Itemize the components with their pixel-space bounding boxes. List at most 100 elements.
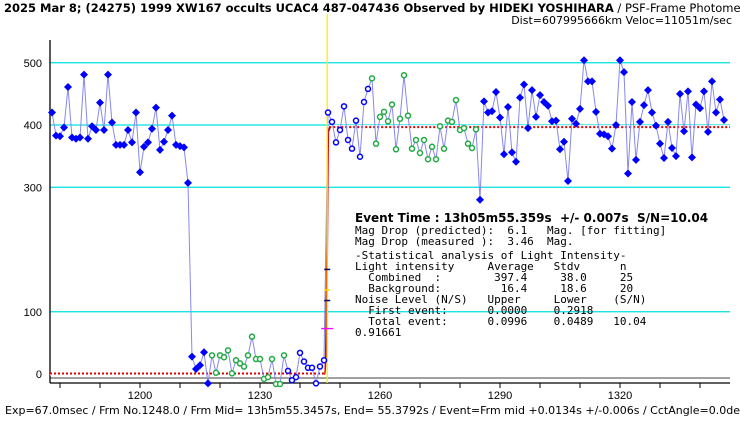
data-point <box>420 136 428 144</box>
stats-line: -Statistical analysis of Light Intensity… <box>355 249 627 262</box>
stats-line: Background: 16.4 18.6 20 <box>355 282 634 295</box>
data-point <box>224 347 232 354</box>
stats-line: Combined : 397.4 38.0 25 <box>355 271 634 284</box>
data-point <box>656 139 664 148</box>
data-point <box>212 369 220 377</box>
data-point <box>508 148 516 157</box>
data-point <box>164 125 172 134</box>
data-point <box>440 145 448 152</box>
data-point <box>348 145 356 152</box>
data-point <box>384 118 392 125</box>
data-point <box>204 379 212 388</box>
data-point <box>332 139 340 146</box>
data-point <box>328 118 336 126</box>
data-point <box>688 153 696 162</box>
data-point <box>700 87 708 96</box>
x-tick-label: 1260 <box>368 390 392 402</box>
data-point <box>624 169 632 178</box>
data-point <box>696 104 704 113</box>
data-point <box>612 121 620 129</box>
data-point <box>244 352 252 359</box>
data-point <box>292 373 300 381</box>
data-point <box>684 87 692 96</box>
data-point <box>396 115 404 123</box>
data-point <box>84 134 92 143</box>
data-point <box>496 113 504 122</box>
data-point <box>128 138 136 147</box>
title-rest: / PSF-Frame Photometry / <box>617 1 740 15</box>
data-point <box>228 370 236 377</box>
data-point <box>572 119 580 128</box>
data-point <box>432 155 440 163</box>
data-point <box>660 153 668 162</box>
data-point <box>368 75 376 82</box>
data-point <box>464 140 472 147</box>
data-point <box>64 83 72 92</box>
data-point <box>708 77 716 86</box>
data-point <box>104 70 112 79</box>
y-tick-label: 400 <box>24 120 42 132</box>
data-point <box>96 98 104 107</box>
data-point <box>264 373 272 381</box>
data-point <box>236 360 244 367</box>
data-point <box>608 144 616 153</box>
data-point <box>392 146 400 153</box>
data-point <box>412 136 420 144</box>
data-point <box>148 124 156 133</box>
data-point <box>284 367 292 375</box>
data-point <box>196 361 204 370</box>
chart-subtitle: Dist=607995666km Veloc=11051m/sec <box>511 14 732 27</box>
data-point <box>560 137 568 146</box>
data-point <box>48 108 56 117</box>
data-point <box>308 364 316 372</box>
y-tick-label: 100 <box>24 307 42 319</box>
data-point <box>652 121 660 130</box>
data-point <box>136 168 144 177</box>
footer-info: Exp=67.0msec / Frm No.1248.0 / Frm Mid= … <box>5 404 740 417</box>
data-point <box>564 177 572 186</box>
data-point <box>568 114 576 123</box>
data-point <box>648 108 656 117</box>
data-point <box>524 124 532 133</box>
data-point <box>184 178 192 187</box>
data-point <box>124 125 132 134</box>
data-point <box>256 355 264 363</box>
data-point <box>240 363 248 370</box>
event-time: Event Time : 13h05m55.359s +/- 0.007s S/… <box>355 211 709 225</box>
y-tick-label: 0 <box>36 369 42 381</box>
data-point <box>268 355 276 363</box>
data-point <box>140 142 148 151</box>
data-point <box>416 149 424 157</box>
x-tick-label: 1290 <box>488 390 512 402</box>
data-point <box>512 157 520 166</box>
data-points <box>48 56 728 388</box>
data-point <box>556 145 564 154</box>
data-point <box>712 108 720 117</box>
data-point <box>704 127 712 136</box>
data-point <box>108 118 116 127</box>
data-point <box>576 104 584 113</box>
stats-line: Mag Drop (predicted): 6.1 Mag. [for fitt… <box>355 224 667 237</box>
data-point <box>452 96 460 104</box>
data-point <box>516 93 524 102</box>
data-point <box>488 107 496 116</box>
data-point <box>500 150 508 159</box>
data-point <box>448 118 456 126</box>
data-point <box>408 145 416 152</box>
data-point <box>232 357 240 364</box>
data-point <box>356 153 364 160</box>
data-point <box>56 132 64 141</box>
data-point <box>404 112 412 119</box>
data-point <box>288 376 296 384</box>
data-point <box>296 349 304 357</box>
stats-panel: Event Time : 13h05m55.359s +/- 0.007s S/… <box>355 211 708 338</box>
data-point <box>60 123 68 132</box>
data-point <box>320 357 328 364</box>
data-point <box>208 352 216 359</box>
title-bold: 2025 Mar 8; (24275) 1999 XW167 occults U… <box>4 1 614 15</box>
data-point <box>280 352 288 359</box>
stats-line: 0.91661 <box>355 326 402 339</box>
data-point <box>528 86 536 95</box>
x-tick-label: 1230 <box>248 390 272 402</box>
